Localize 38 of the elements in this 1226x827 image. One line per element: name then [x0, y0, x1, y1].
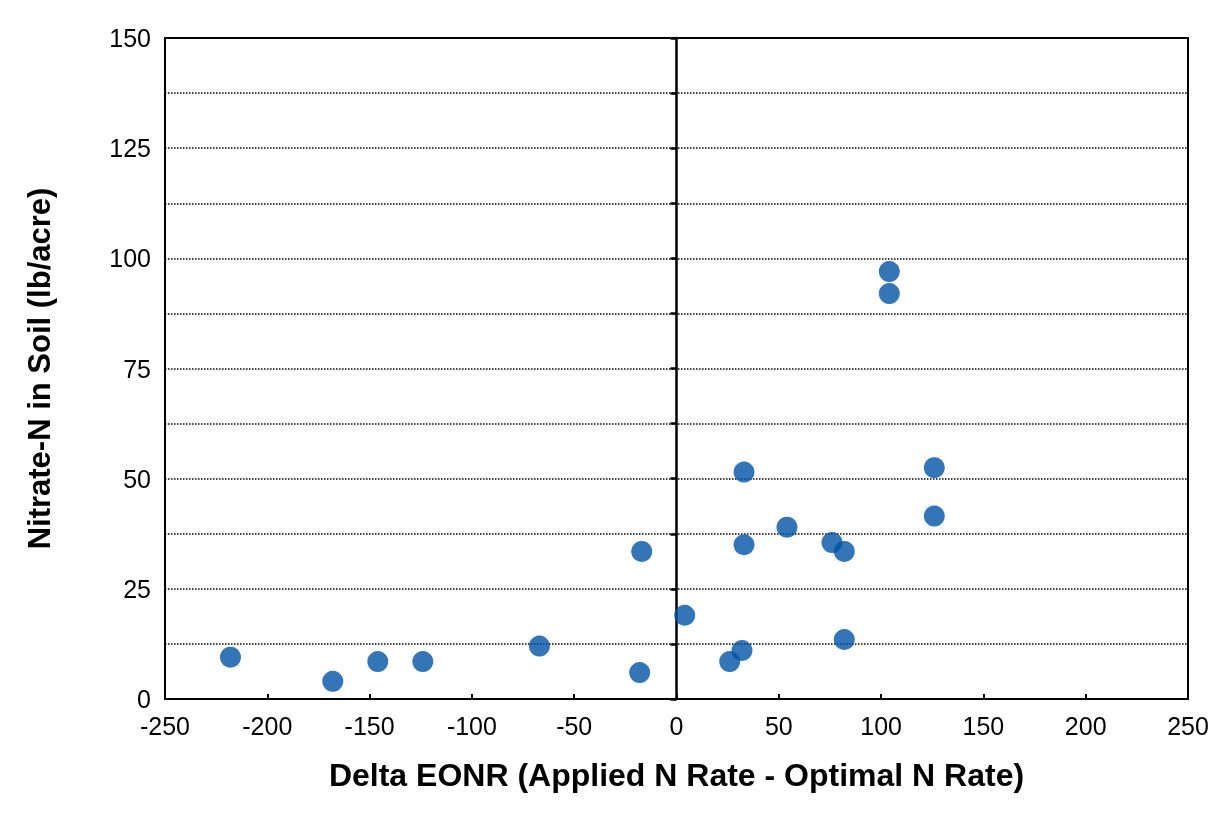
point	[631, 540, 653, 562]
x-axis-title: Delta EONR (Applied N Rate - Optimal N Rate)	[328, 757, 1025, 793]
x-tick-label: 250	[1167, 711, 1209, 740]
x-tick-label: -50	[556, 711, 593, 740]
point	[923, 457, 945, 479]
y-tick-label: 50	[123, 464, 151, 493]
point	[629, 662, 651, 684]
x-tick-label: -100	[446, 711, 497, 740]
point	[412, 651, 434, 673]
x-tick-label: -200	[242, 711, 293, 740]
point	[923, 505, 945, 527]
point	[731, 640, 753, 662]
point	[833, 629, 855, 650]
y-tick-label: 100	[109, 244, 151, 273]
x-tick-label: 150	[962, 711, 1005, 740]
x-tick-label: -150	[344, 711, 395, 740]
point	[776, 516, 798, 538]
point	[674, 604, 696, 626]
y-tick-label: 125	[109, 134, 151, 163]
y-tick-label: 0	[137, 685, 151, 713]
y-axis-title: Nitrate-N in Soil (lb/acre)	[22, 187, 57, 550]
y-tick-label: 75	[123, 354, 151, 383]
point	[878, 261, 900, 283]
point	[878, 283, 900, 305]
point	[733, 461, 755, 483]
point	[219, 646, 241, 668]
x-tick-label: -250	[139, 711, 191, 740]
point	[528, 635, 550, 657]
point	[367, 651, 389, 673]
x-tick-label: 200	[1064, 711, 1107, 740]
x-tick-label: 50	[764, 711, 793, 740]
y-tick-label: 150	[109, 24, 151, 52]
point	[322, 670, 344, 692]
y-tick-label: 25	[123, 574, 151, 603]
point	[733, 534, 755, 556]
x-tick-label: 0	[669, 711, 684, 740]
x-tick-label: 100	[860, 711, 902, 740]
point	[833, 540, 855, 562]
